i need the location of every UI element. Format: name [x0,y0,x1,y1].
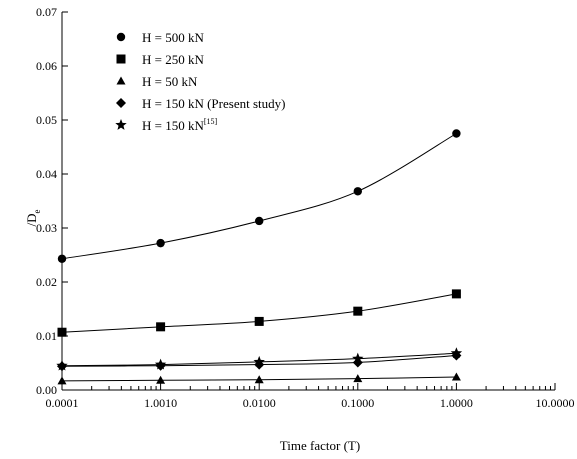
data-point-series-1 [156,238,165,248]
data-point-series-5 [253,355,265,367]
data-point-series-1 [353,187,362,196]
data-point-series-5 [352,352,364,364]
y-axis-title-subscript: e [32,210,42,214]
y-tick-label: 0.04 [36,167,57,181]
y-tick-label: 0.05 [36,113,57,127]
y-tick-label: 0.00 [36,383,57,397]
data-point-series-1 [57,254,67,263]
data-point-series-3 [156,375,166,384]
data-point-series-3 [57,376,67,385]
x-axis-title: Time factor (T) [280,438,360,453]
legend-label-3: H = 50 kN [142,74,198,89]
series-line-2 [61,293,457,333]
legend-label-2: H = 250 kN [142,52,204,67]
svg-text:/De: /De [24,210,42,227]
legend-label-4: H = 150 kN (Present study) [142,96,285,111]
data-point-series-3 [353,374,363,383]
data-point-series-1 [255,216,264,226]
data-point-series-2 [353,306,363,316]
legend-marker-4 [116,98,126,108]
y-tick-label: 0.06 [36,59,57,73]
data-point-series-2 [57,327,67,337]
y-tick-label: 0.07 [36,5,57,19]
data-point-series-3 [254,375,264,384]
data-point-series-2 [254,316,264,326]
y-tick-label: 0.01 [36,329,57,343]
legend-superscript: [15] [204,117,218,126]
x-tick-label: 1.0000 [440,396,473,410]
data-point-series-5 [154,358,167,370]
legend-marker-5 [115,119,127,130]
legend-marker-3 [116,76,126,85]
data-point-series-2 [451,289,461,299]
data-point-series-5 [56,359,68,371]
x-tick-label: 0.0001 [46,396,79,410]
data-point-series-1 [452,129,461,138]
data-point-series-5 [450,347,463,359]
y-axis-title: /De [24,210,42,227]
y-tick-label: 0.02 [36,275,57,289]
legend-label-5: H = 150 kN[15] [142,117,218,133]
x-tick-label: 0.1000 [341,396,374,410]
series-line-1 [61,133,457,260]
data-point-series-2 [156,322,166,332]
data-point-series-3 [451,372,461,381]
x-tick-label: 10.0000 [536,396,575,410]
series-markers [56,129,463,385]
legend-label-1: H = 500 kN [142,30,204,45]
legend: H = 500 kN H = 250 kN H = 50 kN H = 150 kN … [115,30,285,133]
legend-marker-1 [116,32,126,42]
legend-marker-2 [116,54,126,64]
x-tick-label: 1.0010 [144,396,177,410]
axes: 0.00 0.01 0.02 0.03 0.04 0.05 0.06 0.07 0.0001 1.… [36,5,575,410]
series-curves [61,133,457,382]
y-tick-label: 0.03 [36,221,57,235]
y-axis-title-main: /D [24,214,39,227]
x-tick-label: 0.0100 [243,396,276,410]
